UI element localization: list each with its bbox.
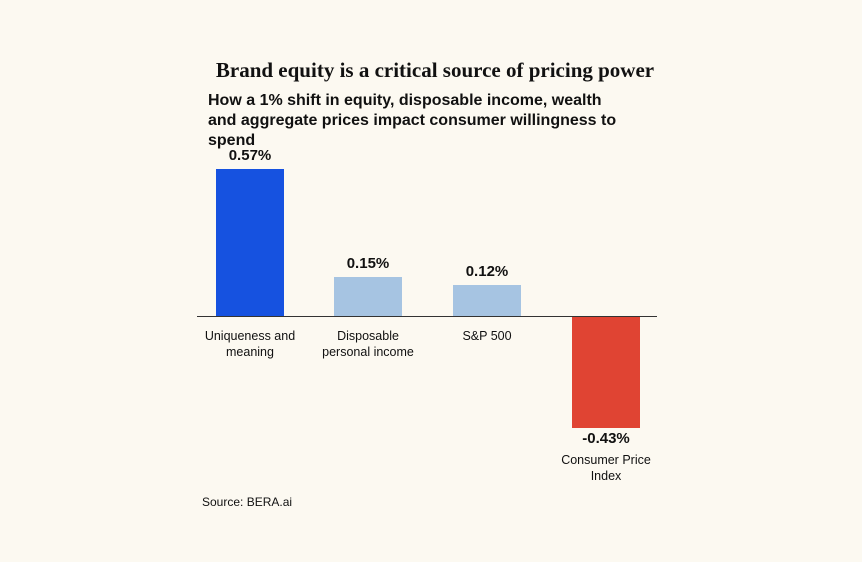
- baseline: [197, 316, 657, 317]
- data-label: 0.15%: [346, 255, 390, 273]
- source-note: Source: BERA.ai: [202, 495, 293, 509]
- data-label: -0.43%: [582, 429, 630, 447]
- bar: [334, 277, 402, 316]
- bar: [453, 285, 521, 316]
- x-tick-label: S&P 500: [462, 329, 512, 343]
- chart-title: Brand equity is a critical source of pri…: [215, 58, 655, 82]
- bar: [216, 169, 284, 316]
- x-tick-label: Uniqueness and meaning: [204, 329, 296, 359]
- bar: [572, 317, 640, 428]
- data-label: 0.12%: [465, 263, 509, 281]
- data-label: 0.57%: [228, 147, 272, 164]
- chart-subtitle: How a 1% shift in equity, disposable inc…: [208, 92, 617, 149]
- x-tick-label: Disposable personal income: [322, 329, 414, 359]
- x-tick-label: Consumer Price Index: [561, 452, 651, 483]
